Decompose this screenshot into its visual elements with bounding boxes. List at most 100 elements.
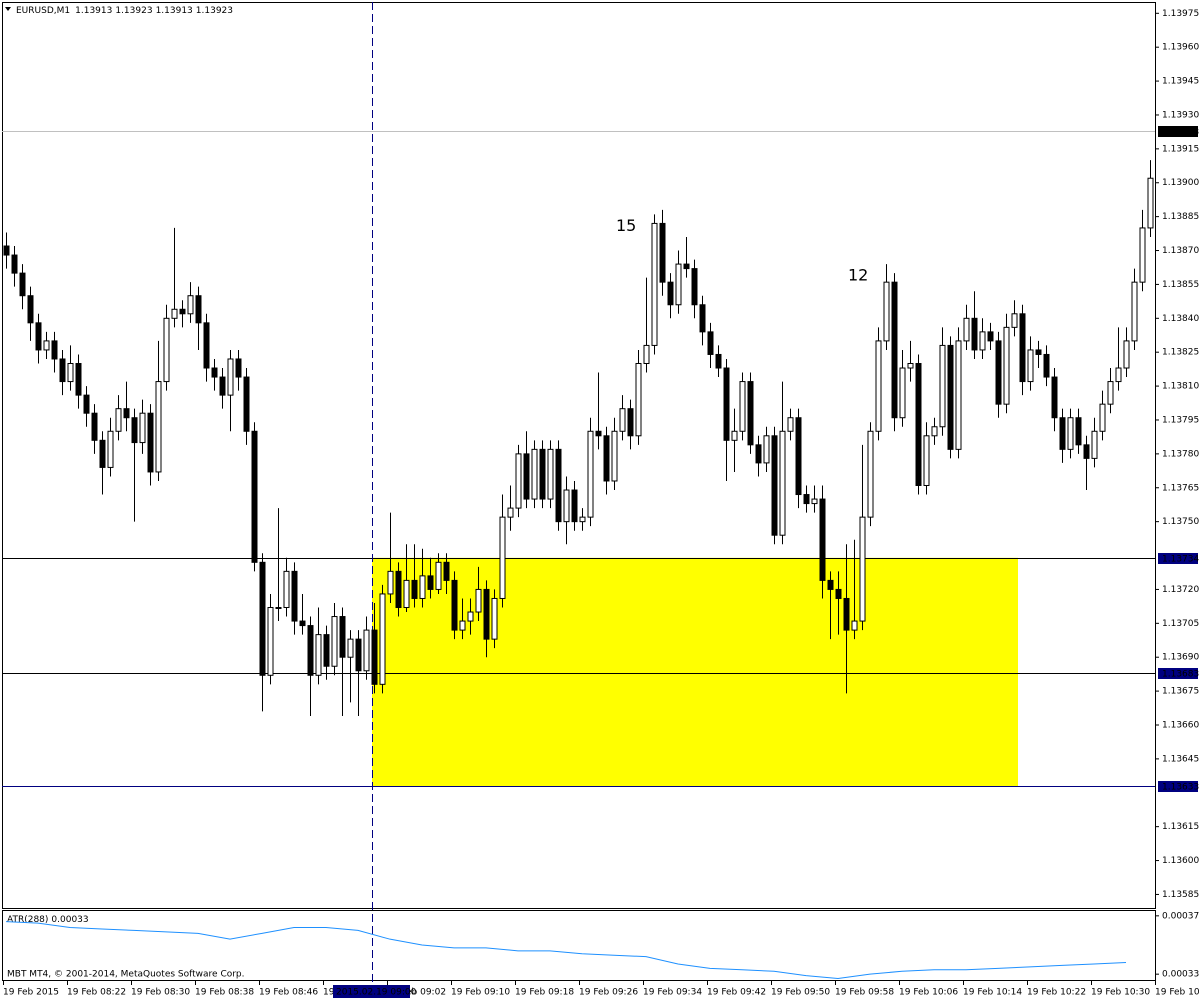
candle-body <box>931 426 938 437</box>
candle-body <box>147 412 154 473</box>
candle-body <box>419 575 426 599</box>
candle-body <box>243 376 250 432</box>
candle-body <box>155 381 162 473</box>
candle-body <box>531 448 538 500</box>
candle-body <box>819 498 826 581</box>
candle-body <box>1107 381 1114 405</box>
candle-body <box>219 376 226 396</box>
candle-body <box>107 430 114 468</box>
y-tick-label: 1.13765 <box>1162 483 1199 493</box>
candle-body <box>595 430 602 437</box>
x-tick-label: 19 Feb 10: <box>1155 988 1200 998</box>
candle-body <box>1035 349 1042 355</box>
candle-body <box>755 444 762 464</box>
candle-body <box>955 340 962 450</box>
symbol: EURUSD,M1 <box>16 6 70 16</box>
y-tick-label: 1.13840 <box>1162 314 1199 324</box>
candle-body <box>211 367 218 378</box>
candle-body <box>1091 430 1098 459</box>
candle-body <box>475 588 482 613</box>
y-tick-label: 1.13900 <box>1162 178 1199 188</box>
candle-body <box>587 430 594 518</box>
y-tick-label: 1.13870 <box>1162 246 1199 256</box>
indicator-line <box>5 921 1127 980</box>
candle-body <box>275 607 282 610</box>
candle-body <box>619 408 626 432</box>
candle-body <box>19 272 26 297</box>
x-tick-label: 19 Feb 09:10 <box>451 988 510 998</box>
candle-body <box>355 638 362 672</box>
candle-body <box>995 340 1002 405</box>
indicator-tick-label: 0.00033 <box>1162 970 1199 980</box>
candle-body <box>1011 313 1018 328</box>
candle-body <box>739 381 746 432</box>
candle-body <box>859 516 866 622</box>
candle-body <box>491 597 498 640</box>
candle-body <box>947 344 954 450</box>
cursor-label-bg <box>333 985 410 998</box>
price-label: 1.13683 <box>1162 670 1199 680</box>
candle-body <box>235 358 242 378</box>
x-tick-label: 19 Feb 09:02 <box>387 988 446 998</box>
candle-body <box>699 304 706 333</box>
candle-body <box>363 629 370 672</box>
y-tick-label: 1.13930 <box>1162 110 1199 120</box>
candle-body <box>715 353 722 369</box>
y-tick-label: 1.13720 <box>1162 585 1199 595</box>
candle-body <box>811 498 818 505</box>
candle-body <box>51 340 58 360</box>
candle-body <box>763 435 770 464</box>
candle-body <box>875 340 882 432</box>
candle-body <box>195 295 202 324</box>
candle-body <box>691 268 698 306</box>
indicator-header: ATR(288) 0.00033 <box>7 915 89 925</box>
x-tick-label: 19 Feb 08:22 <box>67 988 126 998</box>
candle-body <box>307 625 314 676</box>
candle-body <box>395 570 402 609</box>
candle-body <box>1059 417 1066 450</box>
x-tick-label: 19 Feb 08:30 <box>131 988 190 998</box>
y-tick-label: 1.13615 <box>1162 822 1199 832</box>
price-zone <box>372 557 1018 786</box>
candle-body <box>827 579 834 590</box>
indicator-name: ATR(288) <box>7 915 48 925</box>
chart-header: EURUSD,M1 1.13913 1.13923 1.13913 1.13923 <box>16 6 233 16</box>
x-tick-label: 19 Feb 10:14 <box>963 988 1022 998</box>
price-label: 1.13734 <box>1162 555 1199 565</box>
candle-body <box>659 222 666 283</box>
candle-body <box>347 638 354 658</box>
x-tick-label: 19 Feb 10:22 <box>1027 988 1086 998</box>
price-label: 1.13633 <box>1162 783 1199 793</box>
candle-body <box>915 362 922 487</box>
candle-body <box>571 489 578 523</box>
candle-body <box>3 245 10 256</box>
price-label-bg <box>1158 781 1198 792</box>
candle-body <box>1115 367 1122 383</box>
candle-body <box>1027 349 1034 383</box>
y-tick-label: 1.13810 <box>1162 382 1199 392</box>
candle-body <box>923 435 930 487</box>
annotation: 15 <box>616 216 636 235</box>
candle-body <box>139 412 146 444</box>
candle-body <box>43 340 50 351</box>
y-tick-label: 1.13975 <box>1162 9 1199 19</box>
candle-body <box>403 579 410 609</box>
candle-body <box>779 430 786 536</box>
candle-body <box>523 453 530 500</box>
candle-body <box>187 295 194 315</box>
y-tick-label: 1.13795 <box>1162 415 1199 425</box>
candle-body <box>1139 227 1146 283</box>
x-tick-label: 19 Feb 2015 <box>3 988 59 998</box>
candle-body <box>539 448 546 500</box>
candle-body <box>411 579 418 599</box>
candle-body <box>443 561 450 581</box>
candle-body <box>1083 444 1090 459</box>
candle-body <box>1075 417 1082 446</box>
candle-body <box>1099 403 1106 432</box>
y-tick-label: 1.13645 <box>1162 754 1199 764</box>
candle-body <box>1051 376 1058 419</box>
candle-body <box>835 588 842 599</box>
y-tick-label: 1.13600 <box>1162 856 1199 866</box>
menu-triangle <box>5 7 11 11</box>
